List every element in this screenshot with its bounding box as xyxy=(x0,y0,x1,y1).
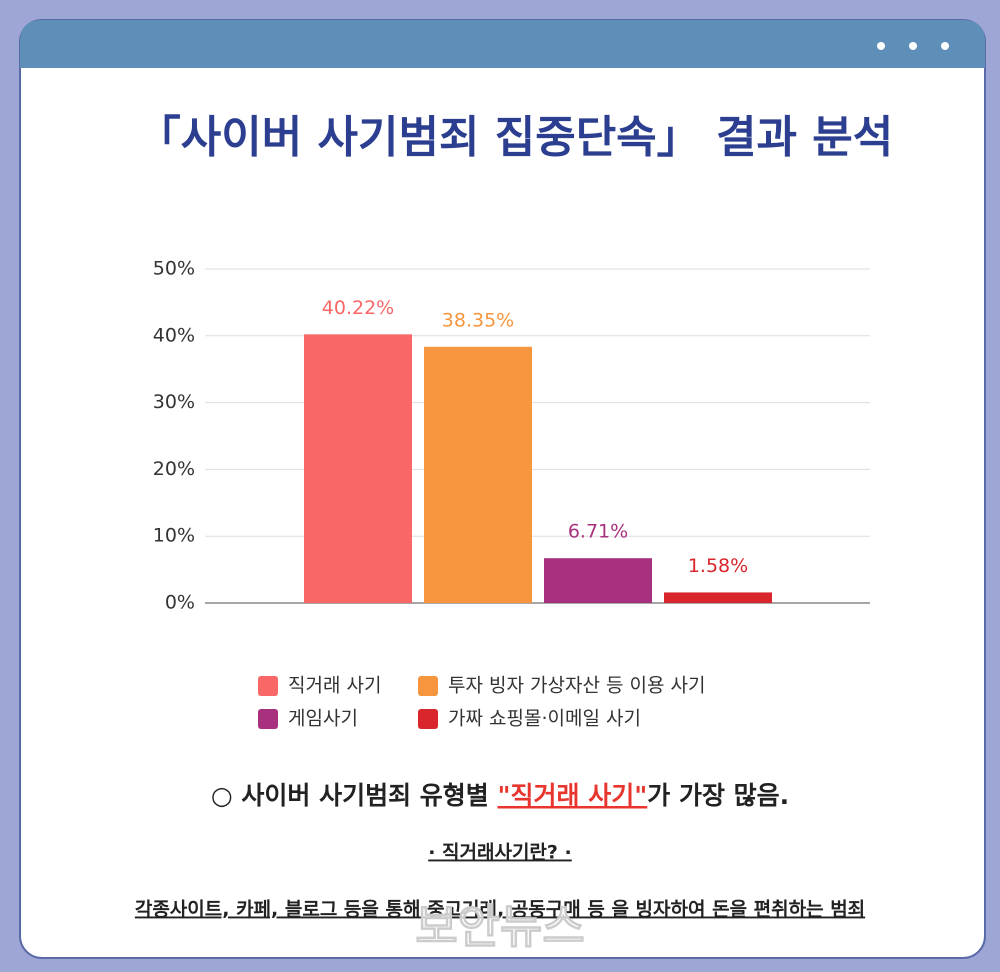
legend-label: 게임사기 xyxy=(288,708,358,730)
definition-heading: · 직거래사기란? · xyxy=(428,842,572,864)
legend-swatch xyxy=(418,676,438,696)
note-highlight: "직거래 사기" xyxy=(497,781,647,810)
bar xyxy=(664,592,772,603)
note: ○ 사이버 사기범죄 유형별 "직거래 사기"가 가장 많음. xyxy=(211,781,789,810)
legend-swatch xyxy=(258,676,278,696)
y-tick-label: 0% xyxy=(165,592,195,614)
value-label: 6.71% xyxy=(568,521,628,543)
value-label: 38.35% xyxy=(442,309,514,331)
bar xyxy=(424,346,532,603)
definition-text: 각종사이트, 카페, 블로그 등을 통해 중고거래, 공동구매 등 을 빙자하여… xyxy=(135,899,865,921)
y-tick-label: 20% xyxy=(153,458,195,480)
chart-title: 「사이버 사기범죄 집중단속」 결과 분석 xyxy=(137,112,893,163)
legend-label: 직거래 사기 xyxy=(288,675,381,697)
bar xyxy=(304,334,412,603)
legend-swatch xyxy=(418,709,438,729)
bar xyxy=(544,558,652,603)
value-label: 1.58% xyxy=(688,555,748,577)
watermark: 보안뉴스 xyxy=(415,900,584,954)
legend-label: 가짜 쇼핑몰·이메일 사기 xyxy=(448,708,641,730)
dot xyxy=(909,42,917,50)
y-tick-label: 30% xyxy=(153,391,195,413)
value-label: 40.22% xyxy=(322,297,394,319)
window-header xyxy=(20,20,985,68)
note-text: ○ 사이버 사기범죄 유형별 xyxy=(211,781,498,810)
y-tick-label: 40% xyxy=(153,324,195,346)
y-tick-label: 10% xyxy=(153,525,195,547)
y-tick-label: 50% xyxy=(153,258,195,280)
dot xyxy=(877,42,885,50)
note-text: 가 가장 많음. xyxy=(647,781,789,810)
legend-label: 투자 빙자 가상자산 등 이용 사기 xyxy=(448,675,705,697)
dot xyxy=(941,42,949,50)
legend-swatch xyxy=(258,709,278,729)
